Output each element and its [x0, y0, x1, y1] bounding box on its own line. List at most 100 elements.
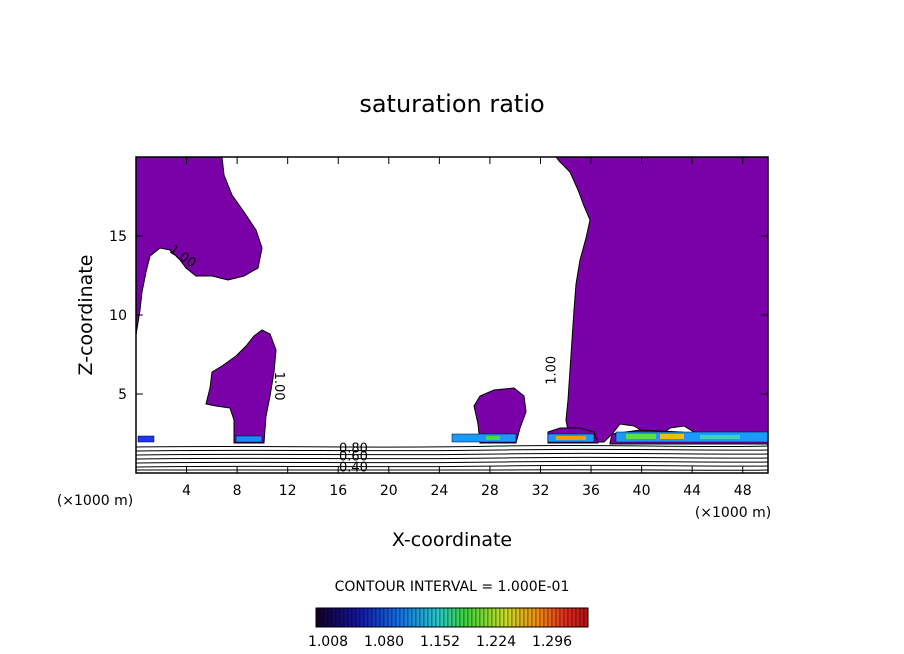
band-28km-hot — [486, 436, 500, 440]
colorbar-segment — [579, 607, 585, 628]
band-26km — [451, 433, 517, 443]
colorbar-segment — [371, 607, 377, 628]
colorbar-segment — [535, 607, 541, 628]
colorbar-segment — [379, 607, 385, 628]
center-cloud — [473, 387, 527, 444]
x-tick-label: 8 — [233, 483, 242, 499]
upper-left-cloud — [135, 156, 263, 336]
x-tick-label: 16 — [329, 483, 347, 499]
y-axis-label: Z-coordinate — [75, 255, 97, 376]
colorbar-segment — [491, 607, 497, 628]
colorbar-segment — [527, 607, 533, 628]
colorbar-segment — [411, 607, 417, 628]
colorbar-segment — [559, 607, 565, 628]
x-unit-label-left: (×1000 m) — [57, 493, 133, 509]
colorbar-segment — [503, 607, 509, 628]
x-tick-label: 36 — [582, 483, 600, 499]
colorbar-segment — [367, 607, 373, 628]
colorbar-segment — [475, 607, 481, 628]
colorbar-tick-label: 1.152 — [420, 634, 460, 650]
x-unit-label-right: (×1000 m) — [695, 505, 771, 521]
colorbar-segment — [507, 607, 513, 628]
colorbar-segment — [555, 607, 561, 628]
x-tick-label: 12 — [279, 483, 297, 499]
colorbar-segment — [463, 607, 469, 628]
colorbar-segment — [339, 607, 345, 628]
colorbar-segment — [375, 607, 381, 628]
colorbar-segment — [315, 607, 321, 628]
colorbar-segment — [519, 607, 525, 628]
x-tick-label: 48 — [734, 483, 752, 499]
band-left — [137, 435, 155, 443]
colorbar-segment — [483, 607, 489, 628]
x-tick-label: 32 — [532, 483, 550, 499]
x-tick-label: 4 — [182, 483, 191, 499]
colorbar-segment — [351, 607, 357, 628]
colorbar-segment — [511, 607, 517, 628]
colorbar-segment — [403, 607, 409, 628]
colorbar-segment — [383, 607, 389, 628]
subsaturated-contours — [135, 444, 769, 471]
x-tick-label: 20 — [380, 483, 398, 499]
colorbar-segment — [363, 607, 369, 628]
x-tick-label: 40 — [633, 483, 651, 499]
colorbar-segment — [323, 607, 329, 628]
colorbar-segment — [531, 607, 537, 628]
colorbar — [315, 607, 589, 628]
colorbar-segment — [543, 607, 549, 628]
colorbar-segment — [391, 607, 397, 628]
contour-label: 1.00 — [545, 356, 560, 385]
x-axis-label: X-coordinate — [392, 529, 512, 551]
colorbar-segment — [455, 607, 461, 628]
x-tick-label: 28 — [481, 483, 499, 499]
colorbar-segment — [583, 607, 589, 628]
colorbar-segment — [479, 607, 485, 628]
colorbar-segment — [443, 607, 449, 628]
colorbar-tick-label: 1.296 — [532, 634, 572, 650]
x-tick-label: 24 — [430, 483, 448, 499]
colorbar-segment — [359, 607, 365, 628]
colorbar-tick-label: 1.224 — [476, 634, 516, 650]
colorbar-segment — [427, 607, 433, 628]
band-38km-hot-a — [626, 434, 656, 439]
colorbar-segment — [335, 607, 341, 628]
colorbar-segment — [495, 607, 501, 628]
colorbar-segment — [523, 607, 529, 628]
colorbar-frame — [315, 607, 589, 628]
colorbar-segment — [355, 607, 361, 628]
colorbar-segment — [423, 607, 429, 628]
contour-label: 0.40 — [339, 460, 368, 475]
colorbar-segment — [451, 607, 457, 628]
colorbar-segment — [563, 607, 569, 628]
y-tick-label: 10 — [109, 308, 127, 324]
colorbar-segment — [539, 607, 545, 628]
colorbar-segment — [447, 607, 453, 628]
colorbar-tick-label: 1.008 — [308, 634, 348, 650]
band-38km-hot-b — [660, 434, 684, 439]
y-tick-label: 5 — [118, 387, 127, 403]
chart-title: saturation ratio — [359, 90, 544, 118]
colorbar-segment — [399, 607, 405, 628]
contour-interval: CONTOUR INTERVAL = 1.000E-01 — [335, 579, 570, 595]
colorbar-segment — [415, 607, 421, 628]
colorbar-segment — [331, 607, 337, 628]
right-cloud — [554, 156, 769, 443]
colorbar-segment — [515, 607, 521, 628]
colorbar-segment — [439, 607, 445, 628]
colorbar-segment — [343, 607, 349, 628]
colorbar-segment — [499, 607, 505, 628]
high-saturation-band — [137, 431, 769, 443]
band-38km-hot-c — [700, 435, 740, 439]
colorbar-segment — [387, 607, 393, 628]
colorbar-segment — [407, 607, 413, 628]
colorbar-segment — [575, 607, 581, 628]
colorbar-segment — [459, 607, 465, 628]
contour-label: 0.80 — [339, 441, 368, 456]
colorbar-segment — [551, 607, 557, 628]
colorbar-segment — [471, 607, 477, 628]
colorbar-segment — [487, 607, 493, 628]
mid-left-cloud — [205, 329, 277, 444]
contour-label: 0.60 — [339, 449, 368, 464]
colorbar-tick-label: 1.080 — [364, 634, 404, 650]
